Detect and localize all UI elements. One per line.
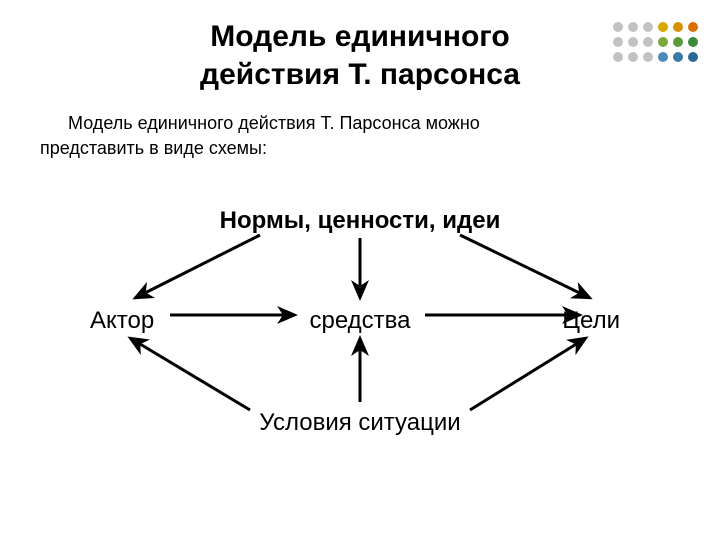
dot: [628, 22, 638, 32]
dot: [628, 52, 638, 62]
dot: [673, 37, 683, 47]
node-left: Актор: [90, 307, 154, 335]
edge-7: [470, 338, 586, 410]
arrows-layer: [0, 190, 720, 490]
subtitle-line-1: Модель единичного действия Т. Парсонса м…: [68, 113, 480, 133]
dot: [658, 22, 668, 32]
dot: [613, 37, 623, 47]
diagram-area: Нормы, ценности, идеи Актор средства Цели Ус…: [0, 190, 720, 490]
node-bottom: Условия ситуации: [259, 409, 460, 437]
decorative-dots: [613, 22, 698, 67]
dot: [643, 22, 653, 32]
dot: [613, 52, 623, 62]
dot: [628, 37, 638, 47]
dot: [643, 52, 653, 62]
dot: [673, 52, 683, 62]
dot: [613, 22, 623, 32]
node-top: Нормы, ценности, идеи: [220, 207, 501, 235]
subtitle-block: Модель единичного действия Т. Парсонса м…: [0, 93, 720, 161]
title-line-2: действия Т. парсонса: [0, 56, 720, 94]
edge-5: [130, 338, 250, 410]
node-right: Цели: [562, 307, 620, 335]
dot: [658, 37, 668, 47]
dot: [673, 22, 683, 32]
dot-row: [613, 37, 698, 47]
edge-0: [135, 235, 260, 298]
dot-row: [613, 52, 698, 62]
slide-title: Модель единичного действия Т. парсонса: [0, 0, 720, 93]
node-center: средства: [310, 307, 411, 335]
dot: [688, 22, 698, 32]
dot: [658, 52, 668, 62]
dot-row: [613, 22, 698, 32]
subtitle-line-2: представить в виде схемы:: [40, 138, 267, 158]
title-line-1: Модель единичного: [0, 18, 720, 56]
dot: [688, 52, 698, 62]
edge-2: [460, 235, 590, 298]
dot: [643, 37, 653, 47]
dot: [688, 37, 698, 47]
